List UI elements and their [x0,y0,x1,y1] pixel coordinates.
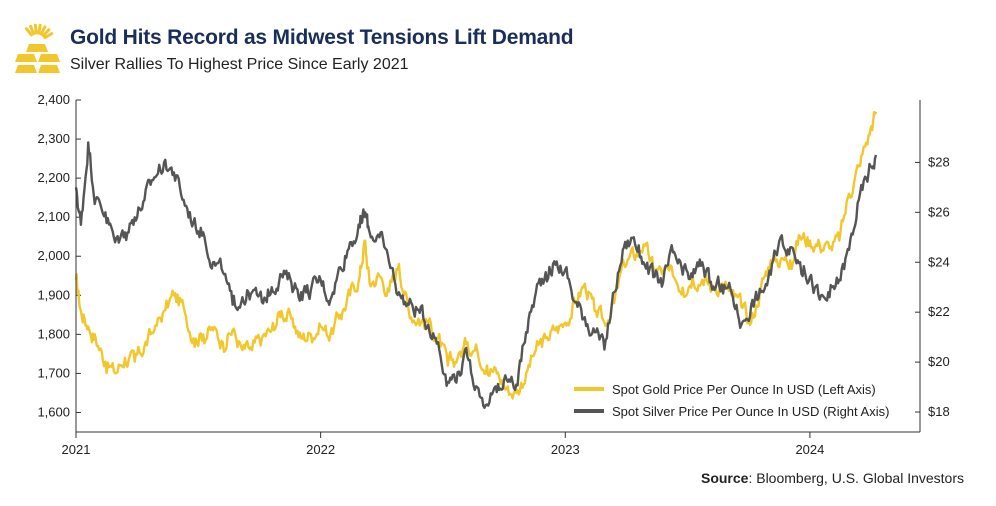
logo-bar [38,54,60,62]
right-tick-label: $24 [928,254,950,269]
right-tick-label: $26 [928,204,950,219]
logo-ray [43,32,54,40]
gold-price-line [74,110,878,400]
logo-ray [24,27,33,37]
chart-title: Gold Hits Record as Midwest Tensions Lif… [70,26,574,49]
logo-bar [15,65,37,73]
left-tick-label: 1,900 [37,287,70,302]
x-tick-label: 2024 [795,442,824,457]
left-tick-label: 2,000 [37,248,70,263]
chart-header: Gold Hits Record as Midwest Tensions Lif… [12,20,982,80]
x-tick-label: 2021 [62,442,91,457]
left-tick-label: 2,400 [37,92,70,107]
left-tick-label: 1,700 [37,365,70,380]
x-tick-label: 2022 [306,442,335,457]
left-tick-label: 2,300 [37,131,70,146]
x-tick-label: 2023 [551,442,580,457]
source-note: Source: Bloomberg, U.S. Global Investors [701,470,964,486]
right-tick-label: $22 [928,304,950,319]
source-text: : Bloomberg, U.S. Global Investors [748,470,964,486]
chart-subtitle: Silver Rallies To Highest Price Since Ea… [70,56,409,73]
legend-label: Spot Gold Price Per Ounce In USD (Left A… [612,382,876,397]
logo-ray [41,28,51,38]
logo-ray [37,23,42,35]
logo-bar [38,65,60,73]
left-tick-label: 1,800 [37,326,70,341]
right-tick-label: $20 [928,354,950,369]
logo-ray [33,23,38,35]
left-tick-label: 2,100 [37,209,70,224]
left-tick-label: 2,200 [37,170,70,185]
right-tick-label: $28 [928,154,950,169]
logo-bar [15,54,37,62]
left-tick-label: 1,600 [37,404,70,419]
silver-price-line [74,141,878,409]
logo-ray [29,24,36,36]
gold-bars-icon [15,23,60,73]
source-label: Source [700,470,749,486]
logo-bar [26,44,48,52]
right-tick-label: $18 [928,404,950,419]
logo-ray [39,25,47,36]
legend-label: Spot Silver Price Per Ounce In USD (Righ… [612,404,889,419]
